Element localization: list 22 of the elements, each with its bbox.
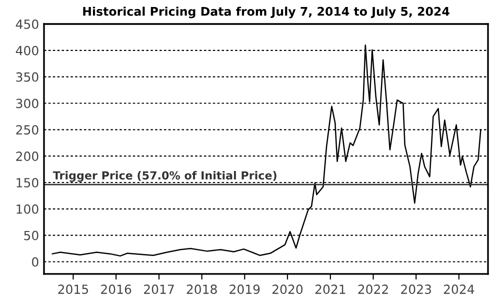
x-tick-label: 2017: [144, 284, 174, 294]
x-tick-label: 2018: [186, 284, 217, 294]
x-tick-label: 2023: [401, 284, 431, 294]
x-tick-label: 2022: [358, 284, 388, 294]
y-tick-label: 100: [16, 204, 38, 214]
y-tick-label: 250: [16, 125, 38, 135]
y-tick-label: 200: [16, 152, 38, 162]
x-tick-label: 2024: [444, 284, 474, 294]
chart-title: Historical Pricing Data from July 7, 2014 to July 5, 2024: [83, 6, 450, 18]
y-tick-label: 150: [16, 178, 38, 188]
ref-line-label: Trigger Price (57.0% of Initial Price): [52, 170, 276, 182]
y-tick-label: 400: [16, 46, 38, 56]
y-tick-label: 300: [16, 98, 38, 108]
x-tick-label: 2019: [230, 284, 260, 294]
x-tick-label: 2015: [58, 284, 88, 294]
x-tick-label: 2021: [315, 284, 346, 294]
x-tick-label: 2020: [272, 284, 303, 294]
y-tick-label: 0: [32, 257, 38, 267]
y-tick-label: 350: [16, 72, 38, 82]
y-tick-label: 50: [24, 230, 38, 240]
y-tick-label: 450: [16, 19, 38, 29]
x-tick-label: 2016: [101, 284, 132, 294]
